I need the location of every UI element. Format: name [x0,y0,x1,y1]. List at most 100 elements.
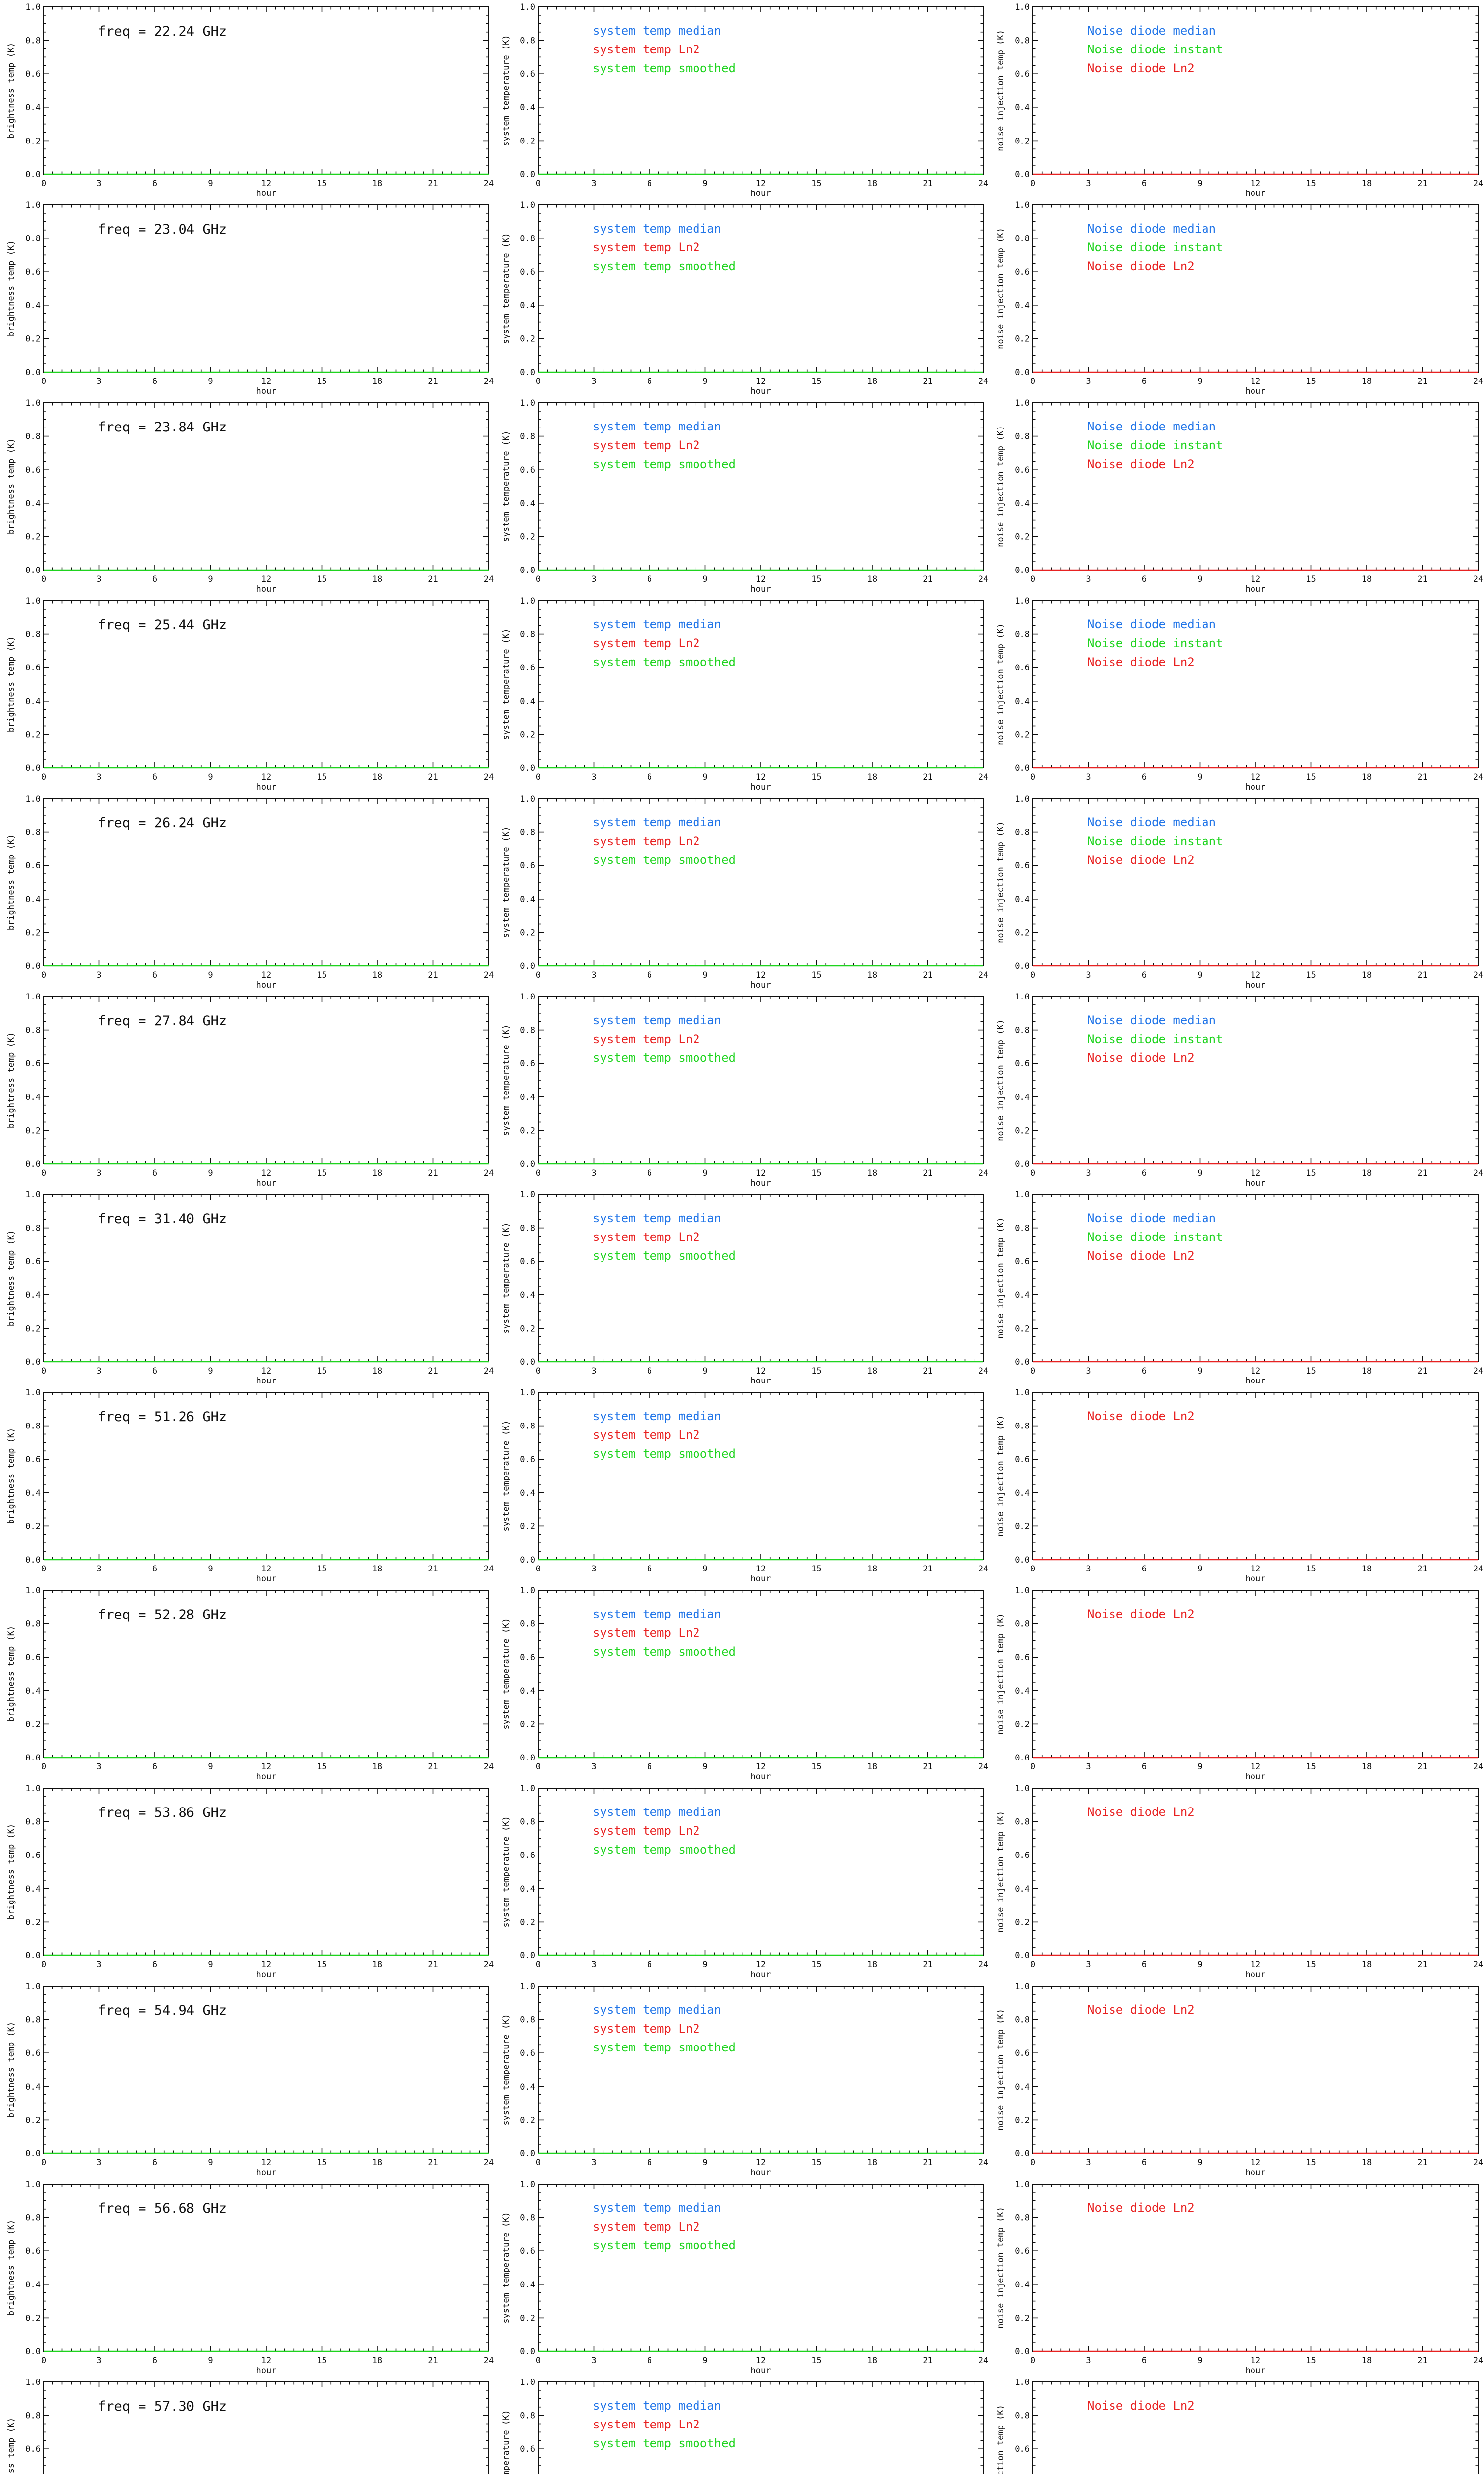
x-tick-label: 24 [484,970,494,980]
panel-title: freq = 27.84 GHz [98,1013,227,1029]
y-tick-label: 0.6 [1015,2444,1030,2454]
legend-entry: Noise diode median [1087,1013,1216,1027]
legend-entry: system temp median [593,1805,721,1819]
x-tick-label: 12 [1251,1762,1260,1772]
y-tick-label: 0.4 [25,103,41,113]
x-tick-label: 24 [484,772,494,782]
y-tick-label: 0.4 [1015,895,1030,904]
y-tick-label: 0.2 [520,1917,535,1927]
y-tick-label: 1.0 [25,2180,41,2189]
x-tick-label: 9 [702,1168,707,1178]
panel-22.24ghz-brightness: 0 3 6 9 12 15 18 21 24 hour 0.0 0.2 0.4 0.6 0.8 1.0 brig… [0,0,495,198]
panel-25.44ghz-system: 0 3 6 9 12 15 18 21 24 hour 0.0 0.2 0.4 0.6 0.8 1.0 syst… [495,594,989,792]
x-tick-label: 0 [41,1168,46,1178]
y-tick-label: 0.4 [520,2280,535,2290]
panel-54.94ghz-brightness: 0 3 6 9 12 15 18 21 24 hour 0.0 0.2 0.4 0.6 0.8 1.0 brig… [0,1979,495,2177]
y-axis-label: brightness temp (K) [6,2418,16,2474]
x-tick-label: 9 [702,772,707,782]
x-tick-label: 21 [923,179,932,189]
y-tick-label: 1.0 [520,2180,535,2189]
y-tick-label: 1.0 [520,1784,535,1794]
x-tick-label: 3 [96,1168,101,1178]
y-tick-label: 0.2 [25,532,41,542]
x-tick-label: 6 [1142,2356,1147,2366]
y-tick-label: 0.6 [1015,1455,1030,1465]
y-tick-label: 0.8 [25,630,41,640]
x-tick-label: 18 [1362,772,1372,782]
x-tick-label: 12 [1251,970,1260,980]
x-tick-label: 12 [756,1168,766,1178]
x-tick-label: 18 [372,772,382,782]
plot-system: 0 3 6 9 12 15 18 21 24 hour 0.0 0.2 0.4 0.6 0.8 1.0 syst… [501,596,988,792]
y-axis-label: noise injection temp (K) [996,623,1006,745]
x-tick-label: 24 [978,1960,988,1970]
y-tick-label: 1.0 [520,200,535,210]
x-tick-label: 3 [591,970,596,980]
x-tick-label: 15 [317,179,326,189]
y-tick-label: 0.8 [25,828,41,838]
x-tick-label: 6 [1142,970,1147,980]
y-tick-label: 0.0 [25,1555,41,1565]
x-tick-label: 15 [317,1762,326,1772]
legend-entry: system temp median [593,618,721,631]
x-tick-label: 12 [756,377,766,386]
x-tick-label: 21 [923,377,932,386]
plot-system: 0 3 6 9 12 15 18 21 24 hour 0.0 0.2 0.4 0.6 0.8 1.0 syst… [501,1190,988,1385]
x-tick-label: 21 [428,377,438,386]
y-axis-label: brightness temp (K) [6,2220,16,2316]
y-tick-label: 0.2 [520,928,535,938]
legend-entry: system temp smoothed [593,1051,736,1065]
x-tick-label: 0 [1030,2158,1035,2168]
legend-entry: Noise diode Ln2 [1087,2201,1195,2215]
plot-system: 0 3 6 9 12 15 18 21 24 hour 0.0 0.2 0.4 0.6 0.8 1.0 syst… [501,1982,988,2177]
y-tick-label: 0.8 [520,2411,535,2421]
y-tick-label: 0.4 [520,499,535,509]
x-tick-label: 3 [1086,1168,1091,1178]
y-tick-label: 0.4 [1015,697,1030,707]
legend-entry: Noise diode instant [1087,438,1223,452]
legend-entry: system temp smoothed [593,853,736,867]
plot-frame [1032,2381,1479,2474]
y-tick-label: 1.0 [1015,200,1030,210]
y-tick-label: 0.8 [520,1619,535,1629]
x-tick-label: 15 [317,2158,326,2168]
x-tick-label: 0 [536,2356,541,2366]
axis [538,2381,984,2474]
x-tick-label: 0 [41,2356,46,2366]
y-tick-label: 0.2 [520,1719,535,1729]
y-tick-label: 0.0 [25,1357,41,1367]
y-tick-label: 0.8 [520,2213,535,2223]
legend-entry: system temp Ln2 [593,1626,700,1640]
x-axis-label: hour [1246,1574,1266,1583]
y-tick-label: 0.8 [25,1817,41,1827]
x-tick-label: 12 [756,970,766,980]
x-tick-label: 15 [1306,2356,1316,2366]
y-tick-label: 0.6 [25,1851,41,1860]
panel-23.84ghz-noise: 0 3 6 9 12 15 18 21 24 hour 0.0 0.2 0.4 0.6 0.8 1.0 nois… [989,396,1484,594]
y-tick-label: 0.8 [520,1422,535,1431]
y-tick-label: 0.4 [25,697,41,707]
x-tick-label: 6 [1142,1960,1147,1970]
x-tick-label: 21 [923,772,932,782]
legend-entry: system temp median [593,1013,721,1027]
y-tick-label: 0.0 [520,1555,535,1565]
y-tick-label: 0.6 [520,465,535,475]
x-tick-label: 21 [1417,1960,1427,1970]
y-tick-label: 0.6 [1015,1851,1030,1860]
plot-system: 0 3 6 9 12 15 18 21 24 hour 0.0 0.2 0.4 0.6 0.8 1.0 syst… [501,1784,988,1979]
x-tick-label: 3 [96,574,101,584]
y-tick-label: 0.4 [520,1686,535,1696]
panel-52.28ghz-brightness: 0 3 6 9 12 15 18 21 24 hour 0.0 0.2 0.4 0.6 0.8 1.0 brig… [0,1583,495,1781]
x-tick-label: 21 [1417,1366,1427,1376]
y-tick-label: 0.2 [520,1126,535,1136]
y-tick-label: 0.0 [1015,763,1030,773]
x-tick-label: 0 [1030,1366,1035,1376]
legend-entry: system temp smoothed [593,1447,736,1461]
panel-52.28ghz-system: 0 3 6 9 12 15 18 21 24 hour 0.0 0.2 0.4 0.6 0.8 1.0 syst… [495,1583,989,1781]
legend-entry: Noise diode instant [1087,240,1223,254]
y-axis-label: brightness temp (K) [6,1428,16,1524]
x-tick-label: 6 [647,377,652,386]
y-tick-label: 1.0 [520,2,535,12]
x-tick-label: 12 [1251,179,1260,189]
y-tick-label: 0.2 [1015,928,1030,938]
